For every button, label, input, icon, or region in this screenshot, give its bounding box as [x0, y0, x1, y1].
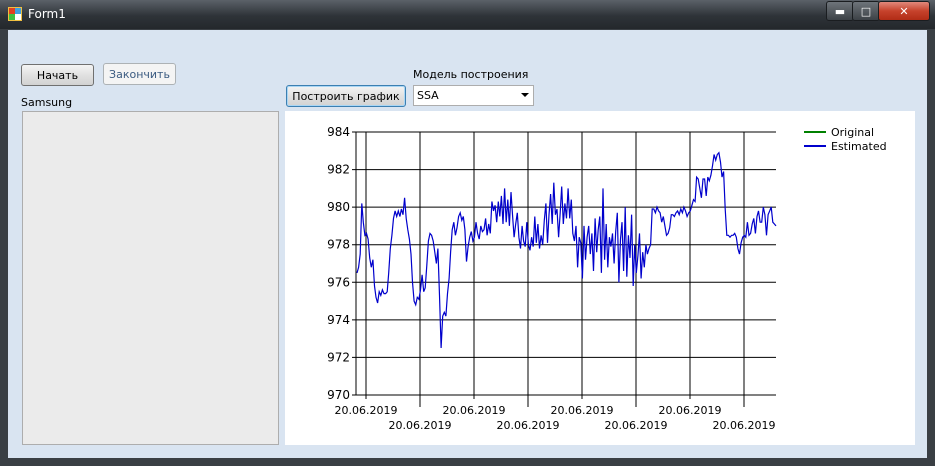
- y-tick-label: 970: [327, 388, 350, 402]
- title-bar[interactable]: Form1 ▬ □ ✕: [0, 0, 935, 29]
- maximize-icon: □: [860, 4, 872, 18]
- y-tick-label: 972: [327, 350, 350, 364]
- series-line-estimated: [356, 151, 777, 349]
- close-button[interactable]: ✕: [878, 1, 930, 21]
- x-tick-label: 20.06.2019: [443, 404, 506, 417]
- stop-button[interactable]: Закончить: [103, 63, 176, 85]
- y-tick-label: 982: [327, 163, 350, 177]
- model-label: Модель построения: [413, 68, 529, 81]
- y-tick-label: 980: [327, 200, 350, 214]
- chevron-down-icon: [521, 93, 529, 97]
- x-tick-label: 20.06.2019: [605, 419, 668, 432]
- x-tick-label: 20.06.2019: [713, 419, 776, 432]
- x-tick-label: 20.06.2019: [335, 404, 398, 417]
- window-title: Form1: [28, 7, 66, 21]
- minimize-icon: ▬: [834, 4, 846, 18]
- legend-label: Original: [831, 126, 874, 139]
- build-chart-button[interactable]: Построить график: [286, 85, 406, 107]
- close-icon: ✕: [899, 4, 909, 18]
- legend-label: Estimated: [831, 140, 887, 153]
- model-select[interactable]: SSA: [413, 85, 534, 106]
- minimize-button[interactable]: ▬: [826, 1, 854, 21]
- y-tick-label: 984: [327, 125, 350, 139]
- y-tick-label: 974: [327, 313, 350, 327]
- x-tick-label: 20.06.2019: [497, 419, 560, 432]
- x-tick-label: 20.06.2019: [551, 404, 614, 417]
- maximize-button[interactable]: □: [852, 1, 880, 21]
- model-select-value: SSA: [417, 89, 439, 102]
- chart-panel[interactable]: 970 972 974 976 978 980 982 984 20.06.2019 20.06.…: [285, 111, 915, 445]
- y-tick-label: 976: [327, 275, 350, 289]
- list-label: Samsung: [21, 96, 73, 109]
- x-tick-label: 20.06.2019: [659, 404, 722, 417]
- x-tick-label: 20.06.2019: [389, 419, 452, 432]
- y-tick-label: 978: [327, 238, 350, 252]
- form-client-area: Начать Закончить Samsung Модель построен…: [8, 30, 927, 458]
- start-button[interactable]: Начать: [21, 64, 94, 86]
- line-chart: 970 972 974 976 978 980 982 984 20.06.2019 20.06.…: [327, 125, 887, 432]
- app-icon: [8, 7, 22, 21]
- samsung-listbox[interactable]: [22, 111, 279, 445]
